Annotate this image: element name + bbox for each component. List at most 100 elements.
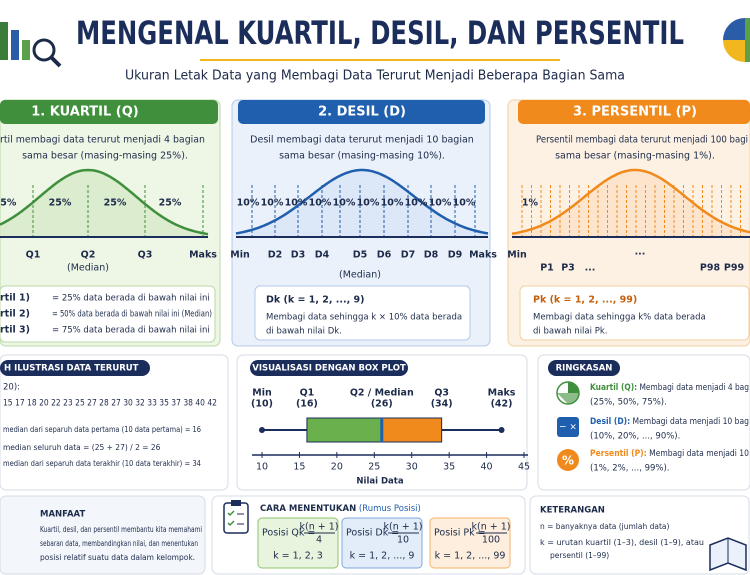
summary-box [537, 354, 750, 491]
summary-line: Persentil (P): Membagi data menjadi 10 [590, 449, 749, 459]
boxplot-heading: VISUALISASI DENGAN BOX PLOT [252, 364, 406, 374]
percent-label: 10% [357, 198, 380, 209]
legend-box [529, 495, 750, 575]
percent-label: ... [635, 247, 646, 258]
summary-icon [556, 381, 580, 405]
x-tick-label: 45 [518, 462, 530, 473]
stat-name: Q3 [434, 388, 449, 399]
stat-label: (16) [296, 399, 318, 410]
formula-box [341, 517, 423, 569]
summary-term: Persentil (P): [590, 449, 647, 459]
note-text: = 25% data berada di bawah nilai ini [52, 294, 210, 304]
method-subheading: (Rumus Posisi) [356, 504, 421, 514]
formula-box [429, 517, 511, 569]
box-upper [381, 417, 443, 443]
stat-label: (10) [251, 399, 273, 410]
summary-term: Kuartil (Q): [590, 383, 637, 393]
legend-heading: KETERANGAN [540, 506, 605, 516]
note-term: rtil 1) [0, 293, 30, 304]
formula-numerator: k(n + 1) [384, 522, 423, 533]
curve-area [512, 170, 750, 237]
curve-area [236, 170, 488, 237]
header-icon-right [723, 18, 750, 62]
note-text: = 50% data berada di bawah nilai ini (Me… [52, 310, 212, 320]
legend-line: n = banyaknya data (jumlah data) [540, 522, 670, 531]
benefits-box [0, 495, 206, 575]
axis-label: Q3 [138, 250, 153, 261]
axis-label: D4 [315, 250, 330, 261]
summary-text: Membagi data menjadi 10 bag [630, 417, 749, 427]
percent-label: 10% [453, 198, 476, 209]
legend-line: persentil (1–99) [550, 551, 609, 560]
stat-name: Min [252, 388, 272, 399]
axis-label: Min [230, 250, 250, 261]
axis-label: P99 [724, 263, 744, 274]
n-label: 20): [3, 383, 20, 393]
stat-name: Q1 [300, 388, 315, 399]
panel-header [0, 100, 218, 124]
percent-label: 25% [49, 198, 72, 209]
percent-label: 10% [405, 198, 428, 209]
note-text: di bawah nilai Pk. [533, 327, 607, 337]
axis-label: D3 [291, 250, 306, 261]
svg-text:+ − × ÷: + − × ÷ [549, 423, 588, 433]
panel-heading: 3. PERSENTIL (P) [573, 105, 697, 120]
benefits-line: posisi relatif suatu data dalam kelompok… [40, 553, 195, 562]
title: MENGENAL KUARTIL, DESIL, DAN PERSENTIL [76, 14, 684, 52]
percent-label: 10% [381, 198, 404, 209]
percent-label: 10% [333, 198, 356, 209]
axis-label: D7 [401, 250, 416, 261]
formula-denominator: 10 [397, 535, 409, 546]
formula-denominator: 100 [482, 535, 500, 546]
curve [235, 168, 489, 235]
x-tick-label: 10 [256, 462, 268, 473]
x-tick-label: 15 [293, 462, 305, 473]
panel-heading: 1. KUARTIL (Q) [31, 105, 138, 120]
x-tick-label: 35 [443, 462, 455, 473]
formula-lhs: Posisi Dk = [346, 528, 399, 539]
summary-values: (1%, 2%, ..., 99%). [590, 464, 670, 474]
axis-label: D5 [353, 250, 368, 261]
illustration-line: median dari separuh data terakhir (10 da… [3, 459, 201, 468]
stat-label: (42) [491, 399, 513, 410]
percent-label: 10% [309, 198, 332, 209]
axis-label: P98 [700, 263, 721, 274]
panel-header [518, 100, 750, 124]
percent-label: 1% [522, 198, 539, 209]
stat-label: (26) [371, 399, 393, 410]
illustration-heading: H ILUSTRASI DATA TERURUT [4, 364, 139, 374]
percent-label: 25% [0, 198, 17, 209]
illustration-line: median dari separuh data pertama (10 dat… [3, 425, 201, 434]
method-title: CARA MENENTUKAN (Rumus Posisi) [260, 504, 421, 514]
curve [511, 168, 750, 235]
axis-label: D8 [424, 250, 439, 261]
note-text: di bawah nilai Dk. [266, 327, 342, 337]
note-box [519, 285, 750, 341]
axis-label: P3 [561, 263, 575, 274]
summary-values: (25%, 50%, 75%). [590, 398, 667, 408]
percent-label: 10% [237, 198, 260, 209]
box-lower [306, 417, 383, 443]
summary-values: (10%, 20%, ..., 90%). [590, 432, 680, 442]
panel-description: sama besar (masing-masing 1%). [555, 151, 715, 162]
axis-label: Q2 [81, 250, 96, 261]
stat-name: Maks [488, 388, 516, 399]
pill [548, 360, 620, 376]
summary-line: Kuartil (Q): Membagi data menjadi 4 bag [590, 383, 749, 393]
x-tick-label: 30 [406, 462, 418, 473]
note-box [254, 285, 471, 341]
note-box [0, 285, 216, 343]
panel-description: sama besar (masing-masing 25%). [22, 151, 188, 162]
x-axis-label: Nilai Data [356, 477, 403, 487]
illustration-box [0, 354, 229, 491]
median-label: (Median) [67, 263, 109, 274]
data-row: 15 17 18 20 22 23 25 27 28 27 30 32 33 3… [3, 399, 217, 409]
note-text: Membagi data sehingga k% data berada [533, 313, 706, 323]
summary-icon: + − × ÷ [549, 417, 588, 437]
formula-numerator: k(n + 1) [472, 522, 511, 533]
benefits-heading: MANFAAT [40, 510, 85, 520]
stat-label: (34) [431, 399, 453, 410]
formula-denominator: 4 [316, 535, 322, 546]
axis-label: D9 [448, 250, 463, 261]
